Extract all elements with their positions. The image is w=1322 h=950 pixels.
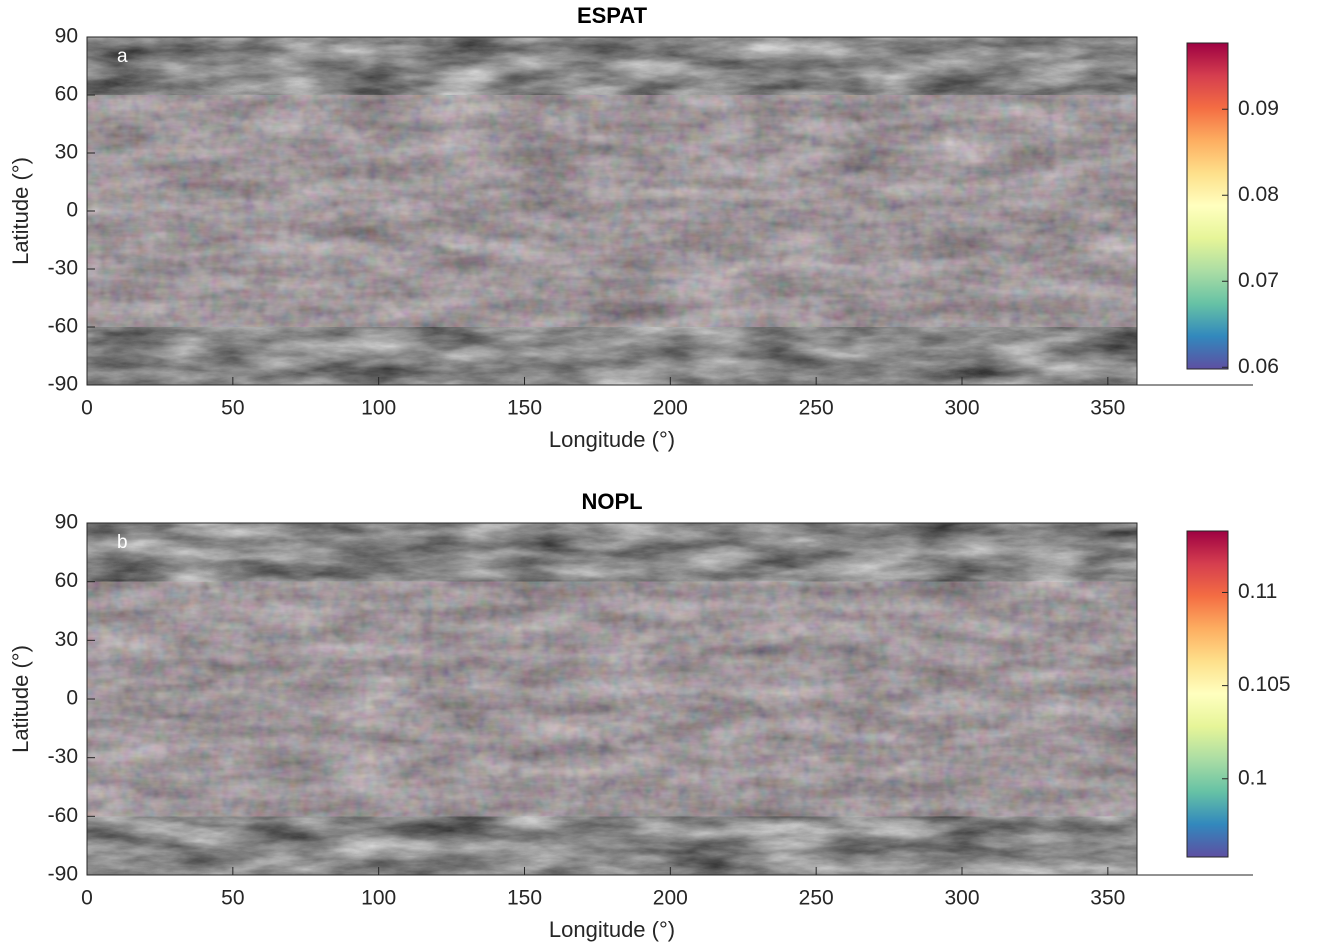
map-band-shade — [87, 95, 1137, 327]
y-tick-label: 30 — [55, 141, 78, 164]
map-band-shade — [87, 581, 1137, 817]
y-axis-label: Latitude (°) — [8, 157, 33, 265]
x-tick-label: 300 — [944, 887, 979, 910]
y-tick-label: -60 — [48, 804, 78, 827]
colorbar-tick-label: 0.09 — [1238, 97, 1279, 120]
colorbar-tick-label: 0.11 — [1238, 580, 1277, 603]
y-tick-label: 0 — [66, 199, 78, 222]
colorbar — [1186, 42, 1229, 370]
colorbar — [1186, 530, 1229, 858]
x-tick-label: 250 — [799, 397, 834, 420]
x-tick-label: 200 — [653, 887, 688, 910]
chart-title: ESPAT — [577, 3, 648, 28]
y-tick-label: -90 — [48, 373, 78, 396]
colorbar-tick-label: 0.06 — [1238, 355, 1279, 378]
x-tick-label: 150 — [507, 887, 542, 910]
panel-label: b — [117, 532, 128, 553]
y-tick-label: 90 — [55, 25, 78, 48]
x-tick-label: 250 — [799, 887, 834, 910]
y-tick-label: -90 — [48, 863, 78, 886]
x-tick-label: 50 — [221, 887, 244, 910]
x-tick-label: 350 — [1090, 887, 1125, 910]
y-axis-label: Latitude (°) — [8, 645, 33, 753]
x-tick-label: 100 — [361, 887, 396, 910]
x-tick-label: 150 — [507, 397, 542, 420]
chart-title: NOPL — [581, 489, 642, 514]
x-axis-label: Longitude (°) — [549, 427, 675, 452]
x-tick-label: 50 — [221, 397, 244, 420]
x-tick-label: 200 — [653, 397, 688, 420]
colorbar-tick-label: 0.1 — [1238, 766, 1267, 789]
colorbar-tick-label: 0.105 — [1238, 673, 1291, 696]
x-tick-label: 350 — [1090, 397, 1125, 420]
colorbar-tick-label: 0.07 — [1238, 269, 1279, 292]
y-tick-label: 30 — [55, 628, 78, 651]
x-tick-label: 0 — [81, 397, 93, 420]
y-tick-label: 60 — [55, 569, 78, 592]
x-axis-label: Longitude (°) — [549, 917, 675, 942]
x-tick-label: 300 — [944, 397, 979, 420]
y-tick-label: 0 — [66, 687, 78, 710]
colorbar-tick-label: 0.08 — [1238, 183, 1279, 206]
y-tick-label: -30 — [48, 745, 78, 768]
panel-label: a — [117, 46, 128, 67]
y-tick-label: -30 — [48, 257, 78, 280]
y-tick-label: 60 — [55, 83, 78, 106]
y-tick-label: -60 — [48, 315, 78, 338]
y-tick-label: 90 — [55, 511, 78, 534]
x-tick-label: 100 — [361, 397, 396, 420]
x-tick-label: 0 — [81, 887, 93, 910]
